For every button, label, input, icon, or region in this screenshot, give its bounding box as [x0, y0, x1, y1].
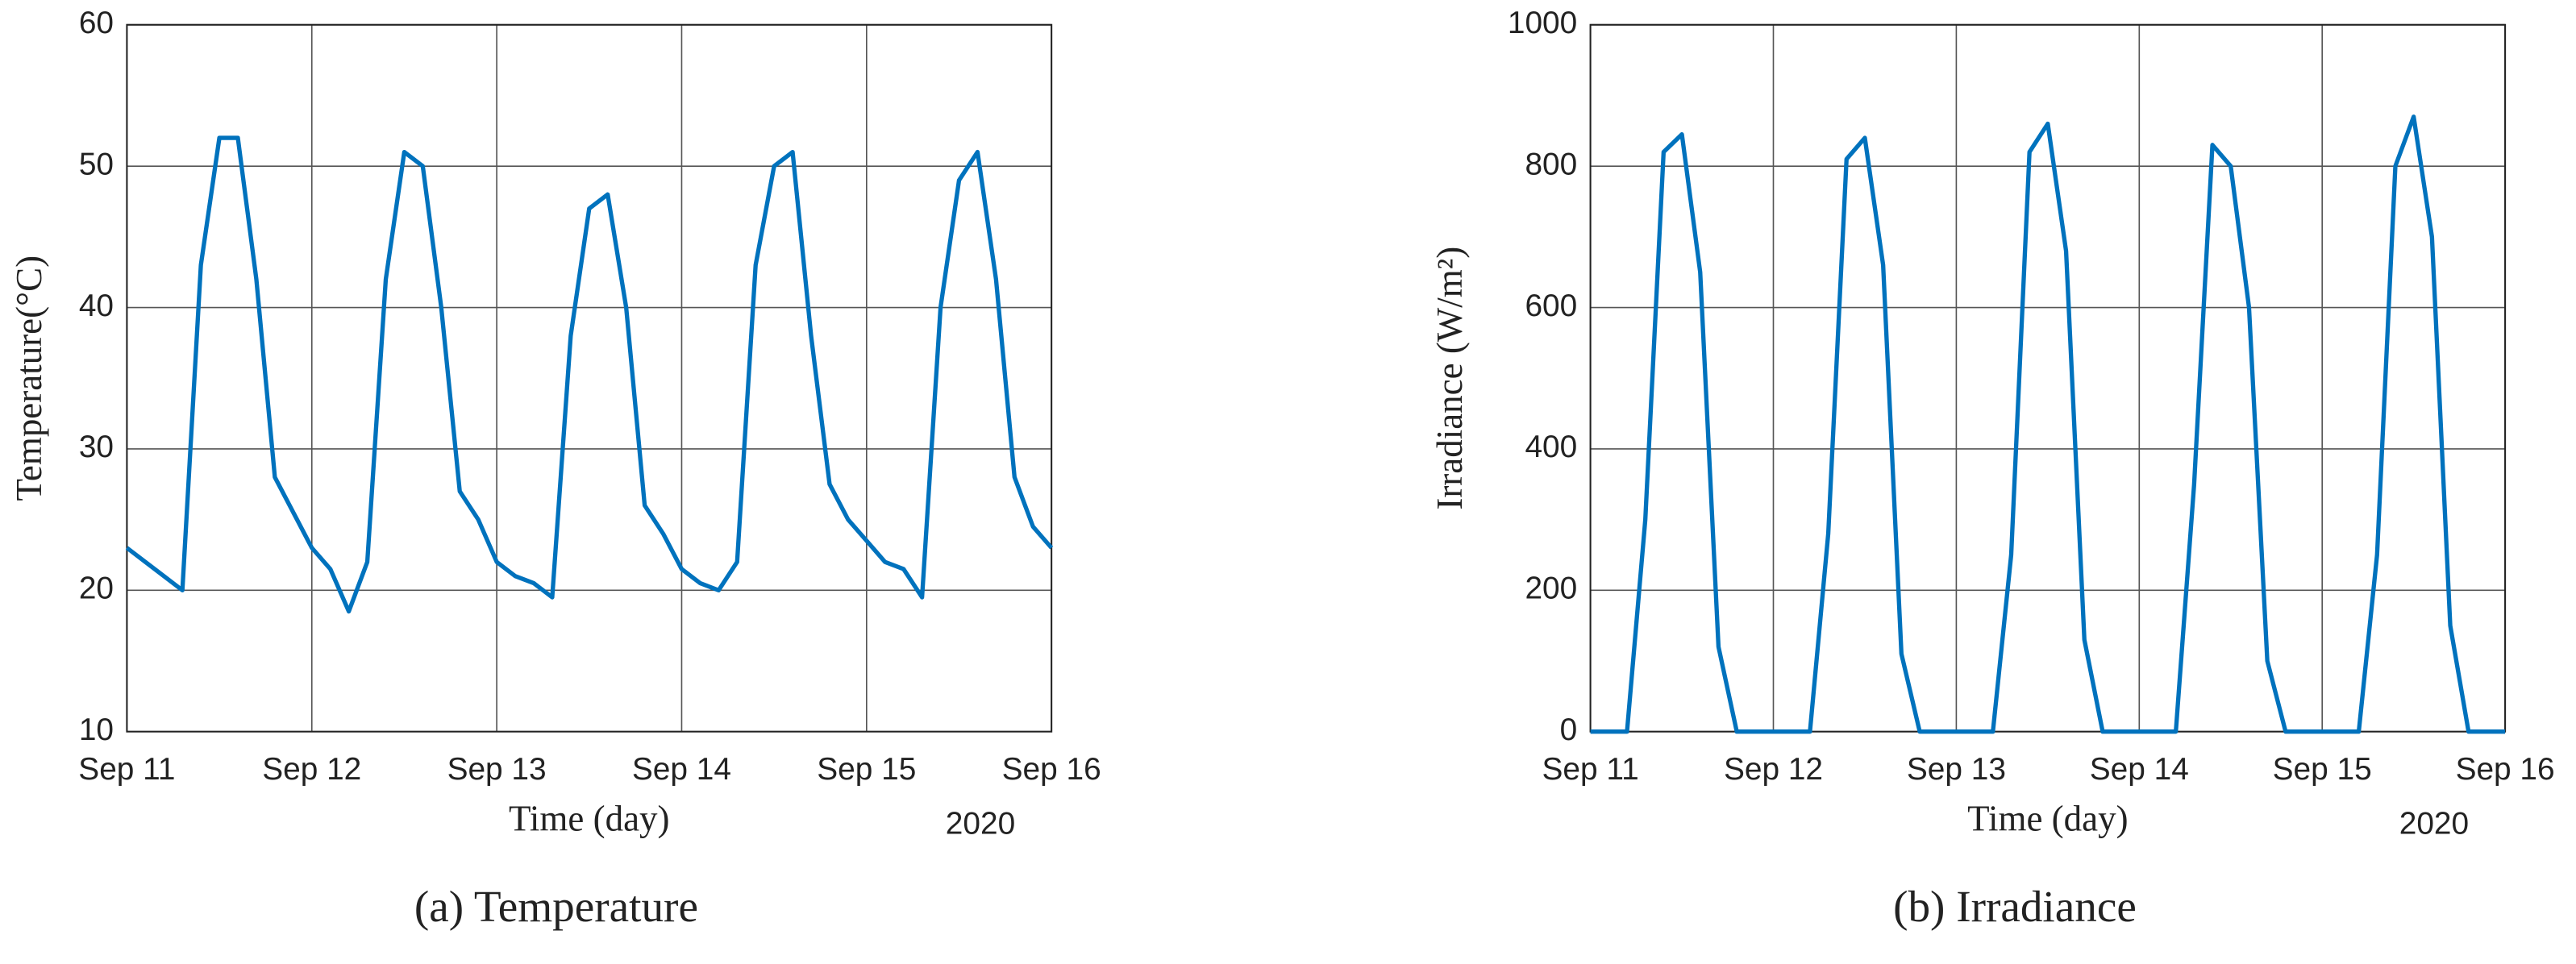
- y-tick-label: 200: [1525, 571, 1577, 606]
- x-tick-label: Sep 13: [1907, 752, 2006, 787]
- plot-area: [127, 24, 1052, 732]
- x-axis-label: Time (day): [1967, 798, 2128, 838]
- x-tick-label: Sep 12: [262, 752, 361, 787]
- annotation: 2020: [946, 806, 1015, 841]
- y-tick-label: 20: [79, 571, 114, 606]
- x-tick-label: Sep 11: [1542, 752, 1639, 787]
- plot-area: [1590, 24, 2506, 732]
- y-tick-label: 800: [1525, 147, 1577, 181]
- x-tick-label: Sep 15: [2273, 752, 2372, 787]
- y-tick-label: 40: [79, 289, 114, 323]
- y-tick-label: 400: [1525, 430, 1577, 464]
- plot-frame: [1589, 23, 2507, 733]
- x-tick-label: Sep 13: [447, 752, 547, 787]
- y-axis-label: Temperature(°C): [9, 256, 49, 501]
- y-tick-label: 60: [79, 6, 114, 40]
- y-tick-label: 10: [79, 713, 114, 747]
- x-tick-label: Sep 14: [632, 752, 731, 787]
- y-tick-label: 50: [79, 147, 114, 181]
- y-tick-label: 1000: [1508, 6, 1577, 40]
- x-tick-label: Sep 12: [1724, 752, 1823, 787]
- y-tick-label: 600: [1525, 289, 1577, 323]
- x-axis-label: Time (day): [509, 798, 669, 838]
- caption: (b) Irradiance: [1893, 882, 2137, 931]
- annotation: 2020: [2399, 806, 2469, 841]
- x-tick-label: Sep 11: [78, 752, 175, 787]
- y-tick-label: 30: [79, 430, 114, 464]
- line-series: [1590, 114, 2506, 734]
- caption: (a) Temperature: [414, 882, 698, 931]
- x-tick-label: Sep 14: [2090, 752, 2189, 787]
- y-tick-label: 0: [1560, 713, 1578, 747]
- x-tick-label: Sep 16: [2456, 752, 2555, 787]
- x-tick-label: Sep 16: [1002, 752, 1101, 787]
- x-tick-label: Sep 15: [817, 752, 916, 787]
- y-axis-label: Irradiance (W/m²): [1429, 247, 1470, 510]
- plot-frame: [126, 23, 1053, 733]
- line-series: [125, 135, 1054, 614]
